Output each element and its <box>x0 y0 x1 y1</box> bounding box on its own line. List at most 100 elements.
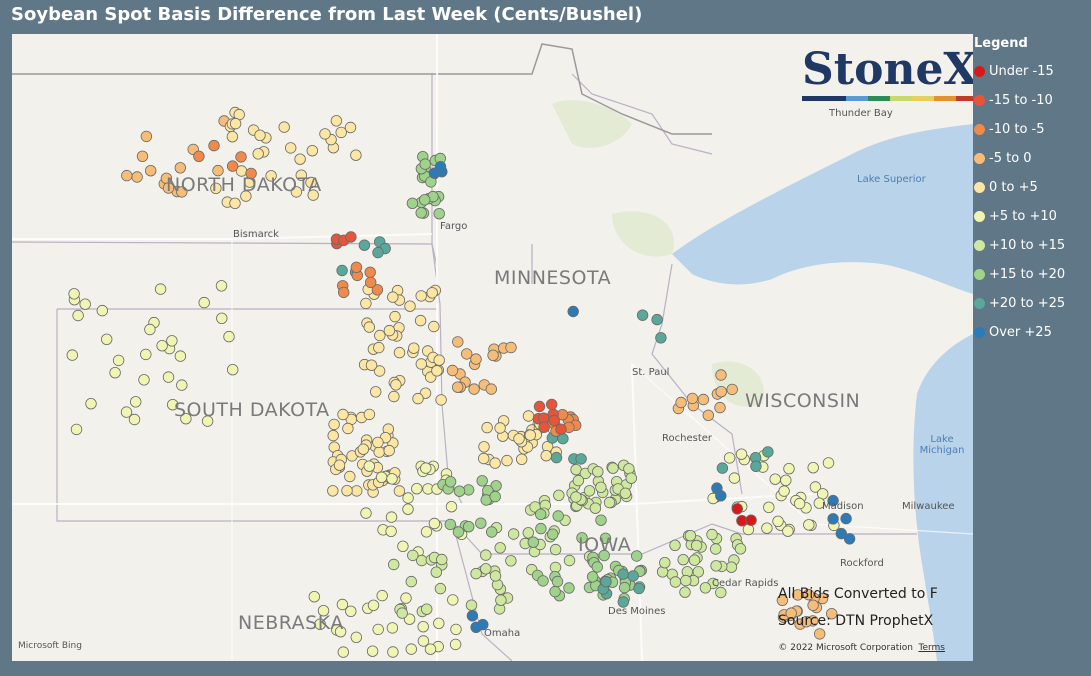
basis-point[interactable] <box>627 570 639 582</box>
basis-point[interactable] <box>417 635 430 647</box>
basis-point[interactable] <box>814 628 826 640</box>
basis-point[interactable] <box>723 452 736 464</box>
basis-point[interactable] <box>333 459 346 471</box>
basis-point[interactable] <box>385 525 397 538</box>
basis-point[interactable] <box>430 566 443 578</box>
basis-point[interactable] <box>306 144 319 157</box>
basis-point[interactable] <box>445 501 458 513</box>
basis-point[interactable] <box>444 476 457 488</box>
basis-point[interactable] <box>684 530 697 542</box>
basis-point[interactable] <box>128 413 141 426</box>
basis-point[interactable] <box>226 160 239 172</box>
basis-point[interactable] <box>144 323 156 336</box>
basis-point[interactable] <box>538 421 550 433</box>
basis-point[interactable] <box>575 453 587 465</box>
basis-point[interactable] <box>623 463 635 475</box>
basis-point[interactable] <box>618 581 631 594</box>
basis-point[interactable] <box>388 390 400 403</box>
basis-point[interactable] <box>435 394 447 406</box>
basis-point[interactable] <box>550 451 563 464</box>
basis-point[interactable] <box>341 485 353 497</box>
basis-point[interactable] <box>403 613 416 625</box>
basis-point[interactable] <box>553 489 565 502</box>
basis-point[interactable] <box>415 207 427 219</box>
basis-point[interactable] <box>428 320 440 333</box>
basis-point[interactable] <box>415 290 427 302</box>
basis-point[interactable] <box>591 561 604 573</box>
basis-point[interactable] <box>198 296 210 309</box>
basis-point[interactable] <box>552 510 564 522</box>
basis-point[interactable] <box>131 171 143 183</box>
basis-point[interactable] <box>96 304 109 317</box>
basis-point[interactable] <box>345 231 357 243</box>
basis-point[interactable] <box>447 594 459 606</box>
basis-point[interactable] <box>651 313 663 326</box>
basis-point[interactable] <box>549 585 561 598</box>
basis-point[interactable] <box>229 197 241 210</box>
basis-point[interactable] <box>254 129 266 142</box>
basis-point[interactable] <box>235 151 247 163</box>
basis-point[interactable] <box>156 340 168 352</box>
basis-point[interactable] <box>800 616 813 628</box>
basis-point[interactable] <box>452 381 464 393</box>
terms-link[interactable]: Terms <box>918 643 945 653</box>
basis-point[interactable] <box>522 410 535 422</box>
basis-point[interactable] <box>68 288 80 300</box>
basis-point[interactable] <box>366 645 379 657</box>
basis-point[interactable] <box>535 522 547 535</box>
basis-point[interactable] <box>166 335 178 347</box>
basis-point[interactable] <box>397 540 409 553</box>
basis-point[interactable] <box>372 436 384 449</box>
basis-point[interactable] <box>548 414 560 427</box>
basis-point[interactable] <box>166 399 179 411</box>
basis-point[interactable] <box>583 485 596 497</box>
basis-point[interactable] <box>547 528 559 540</box>
basis-point[interactable] <box>750 460 762 473</box>
basis-point[interactable] <box>669 539 681 552</box>
basis-point[interactable] <box>345 605 357 618</box>
basis-point[interactable] <box>136 150 149 163</box>
basis-point[interactable] <box>201 415 214 427</box>
basis-point[interactable] <box>475 517 487 529</box>
basis-point[interactable] <box>669 576 682 588</box>
basis-point[interactable] <box>278 121 290 133</box>
basis-point[interactable] <box>421 603 433 615</box>
basis-point[interactable] <box>431 365 443 377</box>
basis-point[interactable] <box>731 503 744 515</box>
basis-point[interactable] <box>245 167 257 180</box>
basis-point[interactable] <box>625 472 638 484</box>
basis-point[interactable] <box>507 528 520 540</box>
basis-point[interactable] <box>174 350 187 362</box>
basis-point[interactable] <box>617 568 629 580</box>
basis-point[interactable] <box>419 158 431 170</box>
basis-point[interactable] <box>793 497 806 510</box>
basis-point[interactable] <box>783 463 795 475</box>
basis-point[interactable] <box>572 474 585 487</box>
basis-point[interactable] <box>414 314 427 327</box>
basis-point[interactable] <box>417 621 429 633</box>
basis-point[interactable] <box>785 607 797 619</box>
basis-point[interactable] <box>336 264 348 277</box>
basis-point[interactable] <box>813 497 826 509</box>
basis-point[interactable] <box>677 554 689 566</box>
basis-point[interactable] <box>595 514 607 526</box>
basis-point[interactable] <box>100 333 113 346</box>
basis-point[interactable] <box>66 349 79 361</box>
basis-point[interactable] <box>444 518 457 531</box>
basis-point[interactable] <box>603 496 616 509</box>
basis-point[interactable] <box>121 169 133 182</box>
basis-point[interactable] <box>716 462 729 474</box>
basis-point[interactable] <box>389 310 401 323</box>
basis-point[interactable] <box>680 574 692 587</box>
basis-point[interactable] <box>715 586 727 599</box>
basis-point[interactable] <box>522 527 535 539</box>
basis-point[interactable] <box>176 186 188 198</box>
basis-point[interactable] <box>386 622 399 634</box>
basis-point[interactable] <box>212 164 224 177</box>
basis-point[interactable] <box>363 321 376 333</box>
basis-point[interactable] <box>404 300 416 312</box>
basis-point[interactable] <box>776 594 789 607</box>
basis-point[interactable] <box>827 513 839 525</box>
basis-point[interactable] <box>109 367 121 379</box>
basis-point[interactable] <box>655 332 667 344</box>
